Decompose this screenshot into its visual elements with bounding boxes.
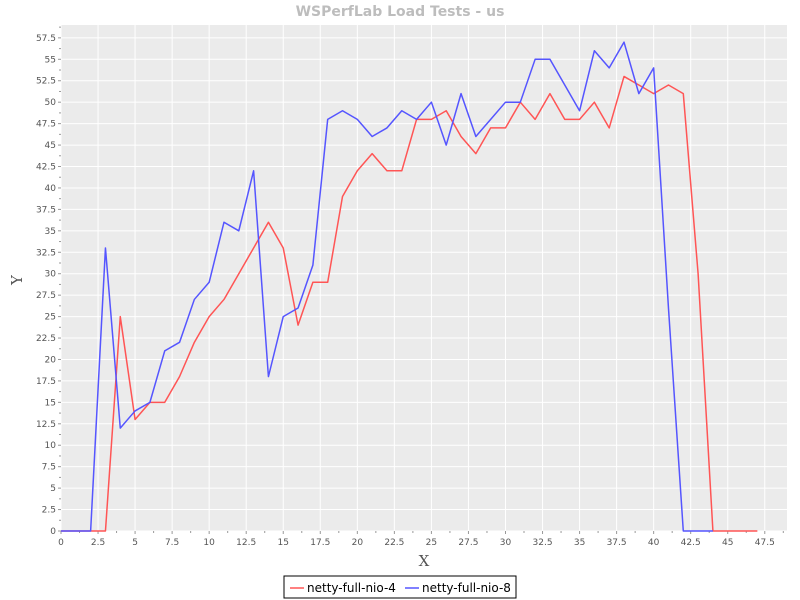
legend-label-series-1: netty-full-nio-4 (307, 581, 396, 595)
y-axis-label: Y (8, 274, 26, 286)
x-tick-label: 25 (426, 538, 437, 548)
x-tick-label: 17.5 (310, 538, 330, 548)
y-tick-label: 55 (45, 55, 56, 65)
series-lines (61, 41, 758, 532)
legend: netty-full-nio-4 netty-full-nio-8 (283, 575, 517, 599)
y-tick-label: 12.5 (36, 420, 56, 430)
x-tick-label: 2.5 (91, 538, 105, 548)
y-tick-label: 45 (45, 141, 56, 151)
x-tick-label: 37.5 (607, 538, 627, 548)
legend-box (283, 575, 517, 599)
y-tick-label: 17.5 (36, 377, 56, 387)
x-tick-label: 7.5 (165, 538, 179, 548)
x-tick-label: 10 (203, 538, 215, 548)
x-tick-label: 20 (352, 538, 364, 548)
y-tick-label: 0 (50, 527, 56, 537)
x-tick-label: 30 (500, 538, 512, 548)
grid-lines (60, 25, 787, 532)
x-tick-label: 12.5 (236, 538, 256, 548)
legend-label-series-2: netty-full-nio-8 (422, 581, 511, 595)
y-tick-label: 10 (45, 441, 57, 451)
y-tick-label: 5 (50, 484, 56, 494)
x-tick-label: 5 (132, 538, 138, 548)
y-tick-label: 27.5 (36, 291, 56, 301)
y-tick-label: 2.5 (42, 506, 56, 516)
x-tick-label: 45 (722, 538, 733, 548)
chart-title: WSPerfLab Load Tests - us (296, 4, 505, 20)
y-tick-label: 52.5 (36, 77, 56, 87)
x-tick-label: 35 (574, 538, 585, 548)
y-tick-label: 15 (45, 398, 56, 408)
series-line-1 (61, 75, 758, 532)
y-tick-label: 50 (45, 98, 57, 108)
y-tick-label: 7.5 (42, 463, 56, 473)
x-axis-label: X (419, 552, 430, 570)
x-tick-label: 22.5 (384, 538, 404, 548)
x-tick-label: 32.5 (533, 538, 553, 548)
x-tick-label: 27.5 (458, 538, 478, 548)
y-tick-label: 35 (45, 227, 56, 237)
y-tick-label: 25 (45, 313, 56, 323)
y-tick-label: 20 (45, 355, 57, 365)
x-tick-label: 0 (58, 538, 64, 548)
x-tick-label: 15 (278, 538, 289, 548)
y-tick-label: 47.5 (36, 120, 56, 130)
y-tick-label: 30 (45, 270, 57, 280)
y-tick-label: 57.5 (36, 34, 56, 44)
y-tick-label: 40 (45, 184, 57, 194)
y-tick-label: 32.5 (36, 248, 56, 258)
y-tick-label: 37.5 (36, 205, 56, 215)
x-tick-label: 42.5 (681, 538, 701, 548)
series-line-2 (61, 41, 713, 532)
y-tick-label: 22.5 (36, 334, 56, 344)
x-tick-label: 40 (648, 538, 660, 548)
y-tick-label: 42.5 (36, 163, 56, 173)
x-tick-label: 47.5 (755, 538, 775, 548)
x-axis: 0 2.5 5 7.5 10 12.5 15 17.5 20 22.5 25 27.5 30 32.5 35… (58, 531, 784, 548)
y-axis: 02.557.51012.51517.52022.52527.53032.535… (36, 26, 61, 537)
